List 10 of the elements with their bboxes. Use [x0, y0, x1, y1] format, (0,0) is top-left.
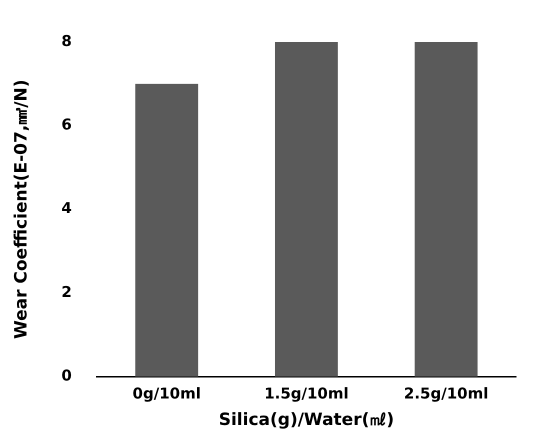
- x-tick-label: 0g/10ml: [132, 384, 201, 402]
- y-axis-title: Wear Coefficient(E-07,㎣/N): [12, 80, 32, 340]
- y-tick-label: 6: [61, 116, 72, 134]
- y-tick-label: 4: [61, 199, 72, 218]
- y-tick-label: 8: [61, 32, 72, 50]
- y-tick-label: 0: [61, 366, 72, 384]
- x-axis-title: Silica(g)/Water(㎖): [218, 410, 394, 430]
- x-tick-label: 2.5g/10ml: [404, 384, 488, 402]
- y-tick-label: 2: [61, 282, 72, 301]
- x-tick-label: 1.5g/10ml: [264, 384, 349, 402]
